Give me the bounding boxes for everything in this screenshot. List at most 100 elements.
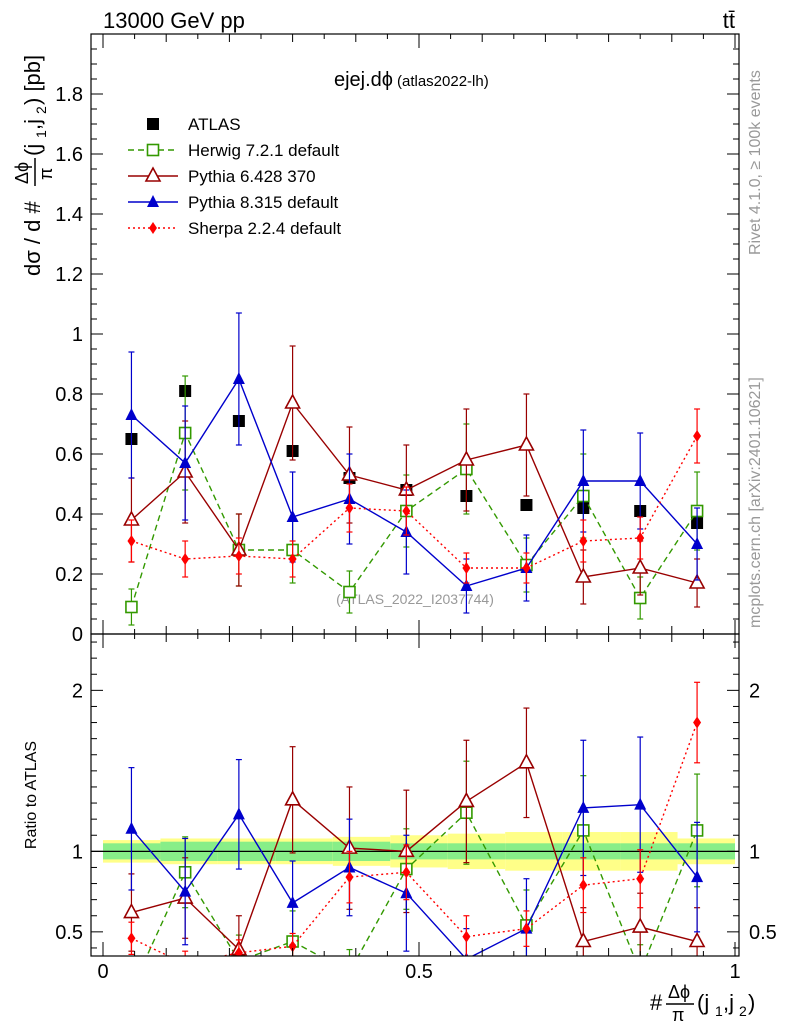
main-data-point bbox=[634, 474, 647, 486]
ratio-data-point bbox=[125, 821, 138, 834]
ratio-y-axis-label: Ratio to ATLAS bbox=[23, 741, 40, 849]
ratio-data-point bbox=[284, 790, 301, 806]
analysis-tag: (ATLAS_2022_I2037744) bbox=[336, 591, 494, 607]
main-series-line bbox=[130, 401, 698, 584]
legend-marker bbox=[149, 222, 157, 234]
ratio-data-point bbox=[344, 967, 355, 978]
ratio-frame bbox=[90, 633, 740, 957]
main-plot-area bbox=[123, 312, 706, 626]
ratio-data-point bbox=[688, 931, 706, 948]
ratio-data-point bbox=[522, 922, 531, 935]
main-data-point bbox=[125, 600, 138, 614]
legend-item: Sherpa 2.2.4 default bbox=[128, 219, 341, 238]
legend-item: Pythia 6.428 370 bbox=[128, 166, 316, 186]
main-series-2 bbox=[123, 345, 706, 608]
main-data-point bbox=[345, 502, 354, 514]
legend-marker bbox=[147, 195, 159, 207]
legend-label: ATLAS bbox=[188, 115, 241, 134]
rivet-label: Rivet 4.1.0, ≥ 100k events bbox=[747, 70, 764, 255]
main-y-tick-label: 1.6 bbox=[55, 144, 83, 166]
svg-text:dσ / d #: dσ / d # bbox=[20, 201, 45, 276]
main-data-point bbox=[179, 456, 192, 468]
chart-title: ejej.dϕ bbox=[334, 69, 393, 91]
svg-text:Δϕ: Δϕ bbox=[12, 162, 32, 184]
ratio-data-point bbox=[636, 872, 645, 885]
main-y-tick-label: 0.8 bbox=[55, 384, 83, 406]
main-series-4 bbox=[127, 408, 702, 584]
x-tick-label: 1 bbox=[729, 961, 740, 983]
main-data-point bbox=[693, 430, 702, 442]
ratio-y-tick-label-right: 0.5 bbox=[749, 922, 777, 944]
process-label: tt̄ bbox=[723, 8, 735, 33]
main-data-point bbox=[579, 535, 588, 547]
ratio-data-point bbox=[518, 753, 535, 769]
svg-text:Δϕ: Δϕ bbox=[668, 982, 690, 1002]
main-y-tick-label: 0 bbox=[72, 624, 83, 646]
ratio-data-point bbox=[345, 871, 354, 884]
main-data-point bbox=[688, 573, 706, 589]
ratio-data-point bbox=[574, 931, 592, 948]
main-y-tick-label: 1.4 bbox=[55, 204, 83, 226]
legend-item: Herwig 7.2.1 default bbox=[128, 141, 339, 160]
svg-text:): ) bbox=[748, 990, 755, 1015]
ratio-data-point bbox=[462, 930, 471, 943]
main-data-point bbox=[181, 553, 190, 565]
ratio-data-point bbox=[288, 940, 297, 953]
legend-item: Pythia 8.315 default bbox=[128, 193, 339, 212]
legend-label: Herwig 7.2.1 default bbox=[188, 141, 339, 160]
main-data-point bbox=[691, 537, 704, 549]
main-data-point bbox=[574, 567, 592, 583]
svg-text:2: 2 bbox=[33, 106, 49, 114]
legend-label: Sherpa 2.2.4 default bbox=[188, 219, 341, 238]
ratio-data-point bbox=[179, 884, 192, 897]
ratio-data-point bbox=[181, 958, 189, 970]
main-y-tick-label: 1.8 bbox=[55, 84, 83, 106]
ratio-series-line bbox=[130, 803, 698, 956]
svg-text:,j: ,j bbox=[723, 990, 734, 1015]
main-data-point bbox=[286, 510, 299, 522]
ratio-data-point bbox=[126, 984, 137, 995]
ratio-data-point bbox=[577, 800, 590, 813]
ratio-data-point bbox=[634, 797, 647, 810]
chart-subtitle: (atlas2022-lh) bbox=[397, 73, 489, 90]
legend-label: Pythia 8.315 default bbox=[188, 193, 339, 212]
main-data-point bbox=[343, 585, 356, 599]
main-y-tick-label: 1 bbox=[72, 324, 83, 346]
legend-label: Pythia 6.428 370 bbox=[188, 167, 316, 186]
ratio-y-tick-label-right: 1 bbox=[749, 841, 760, 863]
main-data-point bbox=[232, 372, 245, 384]
main-series-3 bbox=[125, 312, 704, 614]
ratio-y-tick-label: 1 bbox=[72, 841, 83, 863]
energy-label: 13000 GeV pp bbox=[103, 8, 245, 33]
main-data-point bbox=[234, 550, 243, 562]
legend-marker bbox=[144, 166, 162, 182]
main-data-point bbox=[458, 450, 475, 466]
ratio-y-tick-label: 2 bbox=[72, 680, 83, 702]
main-data-point bbox=[636, 532, 645, 544]
x-axis-label: # Δϕ π (j 1 ,j 2 ) bbox=[650, 982, 755, 1024]
ratio-series-3 bbox=[127, 681, 702, 970]
svg-text:2: 2 bbox=[739, 1003, 747, 1019]
svg-text:π: π bbox=[672, 1005, 684, 1024]
svg-text:1: 1 bbox=[33, 130, 49, 138]
svg-text:π: π bbox=[36, 168, 56, 180]
main-data-point bbox=[522, 562, 531, 574]
ratio-data-point bbox=[402, 866, 411, 879]
main-data-point bbox=[125, 408, 138, 420]
legend-marker bbox=[146, 143, 160, 157]
svg-text:) [pb]: ) [pb] bbox=[20, 55, 45, 105]
main-y-tick-label: 0.2 bbox=[55, 564, 83, 586]
legend-marker bbox=[147, 118, 159, 130]
ratio-data-point bbox=[691, 870, 704, 883]
ratio-data-point bbox=[631, 917, 649, 933]
ratio-data-point bbox=[579, 879, 588, 892]
main-series-line bbox=[130, 377, 698, 587]
ratio-data-point bbox=[123, 902, 140, 919]
main-series-0 bbox=[125, 385, 704, 529]
ratio-data-point bbox=[458, 791, 475, 808]
main-data-point bbox=[288, 553, 297, 565]
main-y-tick-label: 0.4 bbox=[55, 504, 83, 526]
main-data-point bbox=[577, 474, 590, 486]
